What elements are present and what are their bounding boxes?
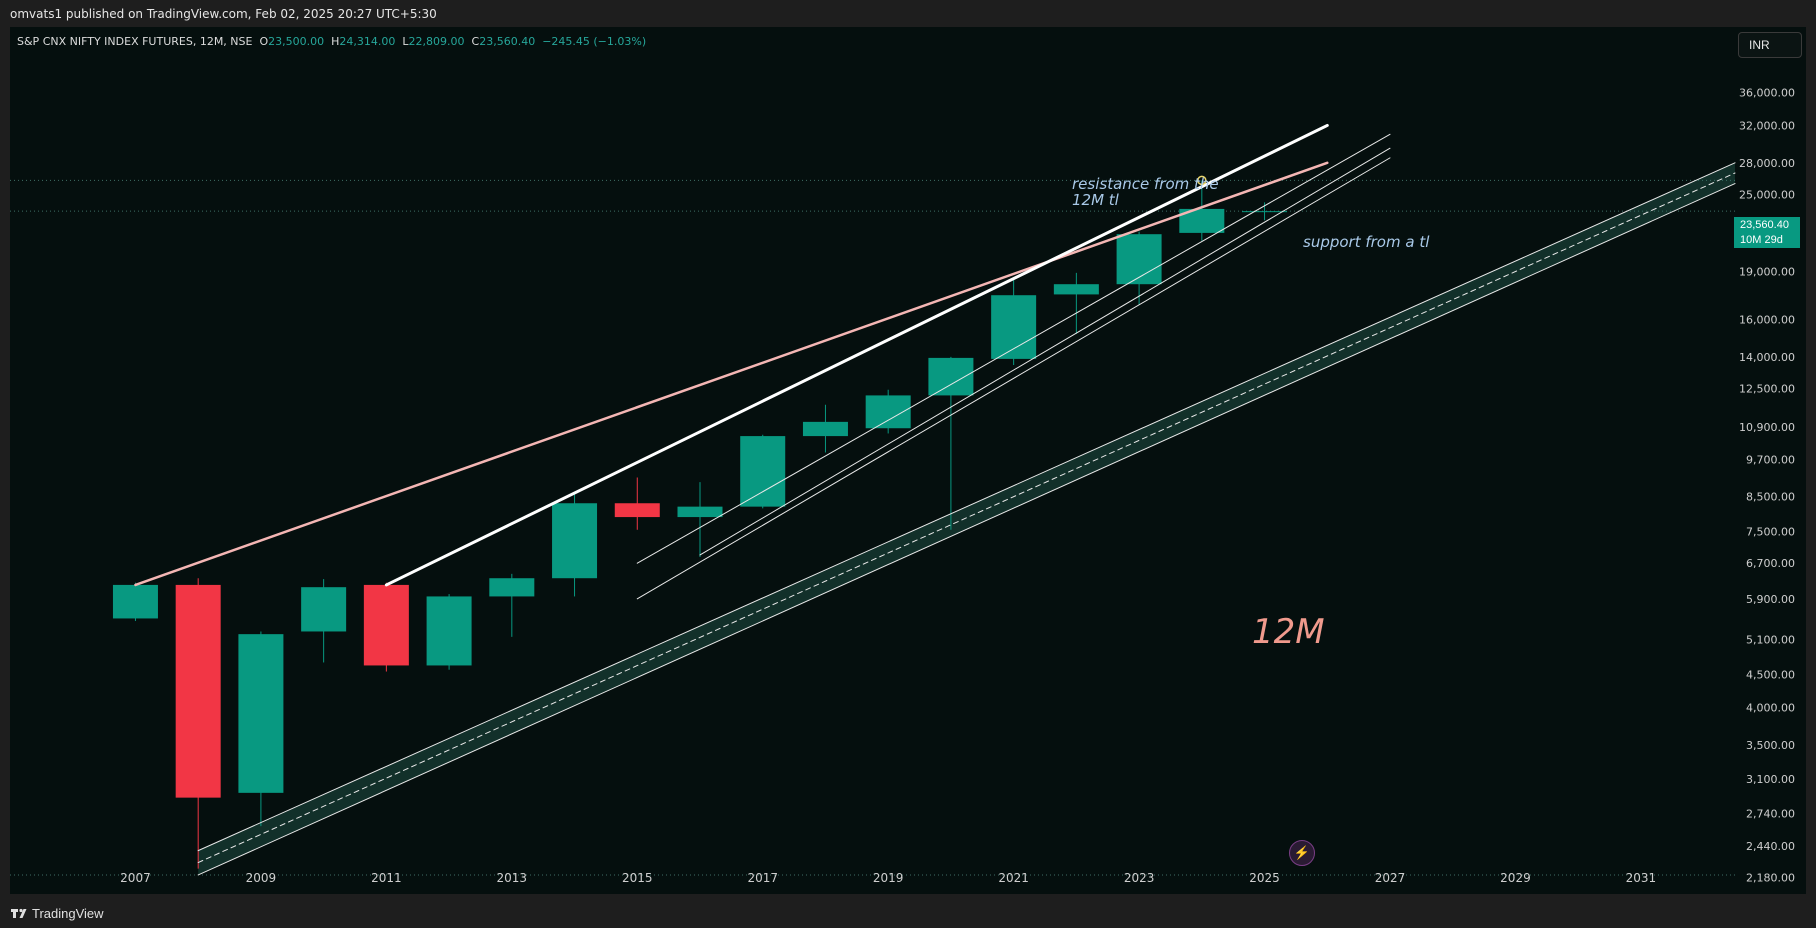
close-label: C xyxy=(471,35,480,48)
trendline-channel-middle xyxy=(699,147,1391,556)
x-tick-label: 2031 xyxy=(1626,871,1657,885)
y-tick-label: 3,500.00 xyxy=(1746,739,1795,752)
y-tick-label: 19,000.00 xyxy=(1739,265,1795,278)
resistance-annotation-line1: resistance from the xyxy=(1072,175,1219,193)
symbol-name: S&P CNX NIFTY INDEX FUTURES, 12M, NSE xyxy=(17,35,253,48)
x-tick-label: 2017 xyxy=(747,871,778,885)
candle-body-2014 xyxy=(552,503,598,579)
symbol-legend: S&P CNX NIFTY INDEX FUTURES, 12M, NSE O2… xyxy=(17,35,646,48)
y-tick-label: 5,100.00 xyxy=(1746,634,1795,647)
support-channel-fill xyxy=(198,162,1735,875)
marker-resistance-touch xyxy=(1197,175,1207,186)
candle-body-2023 xyxy=(1116,234,1162,285)
y-tick-label: 8,500.00 xyxy=(1746,491,1795,504)
x-tick-label: 2007 xyxy=(120,871,151,885)
y-tick-label: 10,900.00 xyxy=(1739,421,1795,434)
low-value: 22,809.00 xyxy=(408,35,465,48)
x-tick-label: 2021 xyxy=(998,871,1029,885)
x-tick-label: 2009 xyxy=(246,871,277,885)
y-tick-label: 36,000.00 xyxy=(1739,86,1795,99)
last-price: 23,560.40 xyxy=(1740,219,1789,231)
y-tick-label: 28,000.00 xyxy=(1739,157,1795,170)
low-label: L xyxy=(402,35,409,48)
high-label: H xyxy=(331,35,340,48)
tradingview-logo-icon xyxy=(11,908,27,918)
y-tick-label: 5,900.00 xyxy=(1746,593,1795,606)
x-tick-label: 2027 xyxy=(1375,871,1406,885)
trendline-white-resistance-12m xyxy=(384,123,1329,587)
x-tick-label: 2015 xyxy=(622,871,653,885)
y-tick-label: 4,000.00 xyxy=(1746,702,1795,715)
candle-body-2011 xyxy=(363,584,409,666)
x-tick-label: 2025 xyxy=(1249,871,1280,885)
y-tick-label: 14,000.00 xyxy=(1739,351,1795,364)
close-value: 23,560.40 xyxy=(479,35,536,48)
x-tick-label: 2011 xyxy=(371,871,402,885)
y-tick-label: 2,180.00 xyxy=(1746,872,1795,885)
published-text: omvats1 published on TradingView.com, Fe… xyxy=(10,7,437,21)
publisher-bar: omvats1 published on TradingView.com, Fe… xyxy=(0,0,1816,27)
resistance-annotation-line2: 12M tl xyxy=(1072,191,1119,209)
open-value: 23,500.00 xyxy=(268,35,325,48)
candle-body-2018 xyxy=(802,421,848,437)
high-value: 24,314.00 xyxy=(339,35,396,48)
candle-body-2017 xyxy=(740,436,786,507)
footer-bar xyxy=(0,894,1816,928)
trendline-long-support-mid xyxy=(197,172,1736,864)
y-tick-label: 12,500.00 xyxy=(1739,383,1795,396)
trendline-long-support-lower xyxy=(197,183,1736,876)
candle-body-2025 xyxy=(1242,211,1288,213)
x-tick-label: 2029 xyxy=(1500,871,1531,885)
candle-body-2010 xyxy=(301,587,347,632)
candle-body-2009 xyxy=(238,634,284,793)
x-tick-label: 2023 xyxy=(1124,871,1155,885)
y-tick-label: 3,100.00 xyxy=(1746,773,1795,786)
change-value: −245.45 (−1.03%) xyxy=(542,35,647,48)
trendline-long-support-upper xyxy=(197,162,1736,852)
resistance-annotation: resistance from the 12M tl xyxy=(1072,176,1219,208)
y-tick-label: 16,000.00 xyxy=(1739,313,1795,326)
chart-area[interactable] xyxy=(10,27,1806,894)
candle-body-2024 xyxy=(1179,208,1225,233)
x-tick-label: 2019 xyxy=(873,871,904,885)
bar-countdown: 10M 29d xyxy=(1740,234,1783,246)
y-tick-label: 6,700.00 xyxy=(1746,557,1795,570)
y-tick-label: 4,500.00 xyxy=(1746,669,1795,682)
candle-body-2007 xyxy=(112,584,158,619)
lightning-icon[interactable]: ⚡ xyxy=(1289,840,1315,866)
candle-body-2012 xyxy=(426,596,472,666)
trendline-channel-lower xyxy=(636,157,1391,600)
trendline-channel-upper xyxy=(636,133,1391,564)
open-label: O xyxy=(259,35,269,48)
y-tick-label: 32,000.00 xyxy=(1739,119,1795,132)
candle-body-2013 xyxy=(489,578,535,597)
y-tick-label: 2,740.00 xyxy=(1746,808,1795,821)
candle-body-2008 xyxy=(175,584,221,798)
y-tick-label: 7,500.00 xyxy=(1746,526,1795,539)
trendline-pink-resistance xyxy=(134,161,1329,587)
currency-button[interactable]: INR xyxy=(1738,32,1802,58)
timeframe-annotation: 12M xyxy=(1252,612,1325,652)
y-tick-label: 25,000.00 xyxy=(1739,189,1795,202)
candle-body-2022 xyxy=(1053,284,1099,295)
support-annotation: support from a tl xyxy=(1303,233,1430,251)
x-tick-label: 2013 xyxy=(497,871,528,885)
y-tick-label: 2,440.00 xyxy=(1746,840,1795,853)
last-price-tag: 23,560.40 10M 29d xyxy=(1734,217,1800,248)
candle-body-2016 xyxy=(677,506,723,518)
footer-brand: TradingView xyxy=(32,906,104,921)
candle-body-2020 xyxy=(928,357,974,396)
candle-body-2015 xyxy=(614,503,660,518)
y-tick-label: 9,700.00 xyxy=(1746,454,1795,467)
